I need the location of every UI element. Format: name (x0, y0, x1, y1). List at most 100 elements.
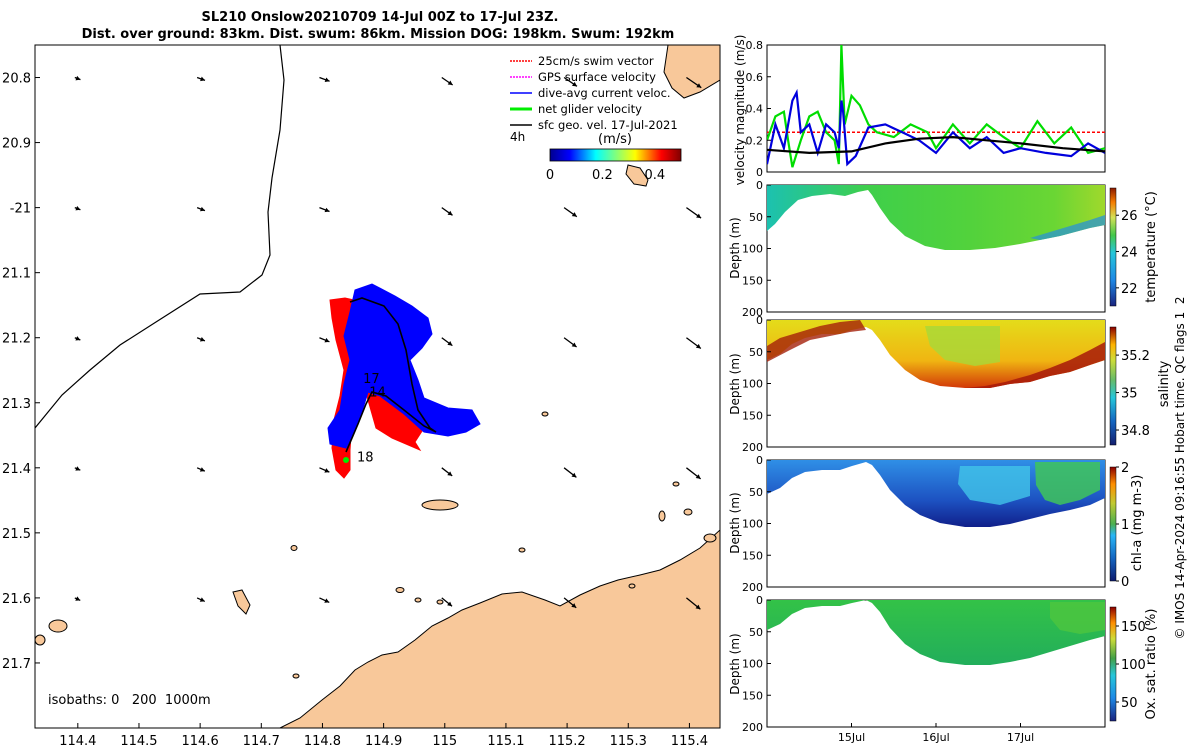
glider-track-blue (327, 283, 481, 449)
chla-colorbar (1109, 466, 1117, 582)
glider-track-black (345, 297, 437, 453)
geo-velocity-arrowhead (571, 342, 577, 348)
geo-velocity-arrowhead (324, 207, 330, 213)
geo-velocity-arrowhead (199, 597, 205, 602)
depth-tick-label: 150 (742, 409, 763, 422)
land-island-sw (232, 589, 251, 615)
depth-tick-label: 100 (742, 378, 763, 391)
colorbar-tick-label: 26 (1121, 209, 1138, 224)
coast-land (279, 529, 720, 728)
salinity-high-band (965, 342, 1105, 388)
depth-tick-label: 150 (742, 549, 763, 562)
geo-velocity-arrowhead (324, 77, 330, 82)
chla-y-label: Depth (m) (728, 492, 742, 553)
colorbar-tick-label: 1 (1121, 518, 1129, 533)
map-y-tick-label: 21.5 (2, 527, 31, 542)
salinity-cbar-label: salinity (1157, 360, 1172, 407)
land-island-small-ne (625, 164, 649, 187)
map-y-axis: 20.8 20.9 -21 21.1 21.2 21.3 21.4 21.5 21.6 21.7 (2, 72, 40, 672)
geo-velocity-arrowhead (75, 596, 81, 601)
day-label: 14 (369, 385, 386, 400)
depth-tick-label: 100 (742, 518, 763, 531)
geo-velocity-arrowhead (571, 81, 577, 87)
geo-velocity-arrowhead (447, 601, 453, 607)
velocity-y-tick-label: 0.8 (746, 39, 764, 52)
salinity-surface-high (767, 320, 866, 362)
colorbar-tick-label: 150 (1121, 620, 1146, 635)
geo-velocity-arrowhead (324, 468, 330, 473)
temperature-colorbar (1109, 187, 1117, 307)
legend-label-net-glider: net glider velocity (538, 102, 642, 116)
geo-velocity-arrowhead (571, 472, 577, 478)
depth-tick-label: 200 (742, 441, 763, 454)
map-x-tick-label: 115.2 (548, 734, 585, 749)
map-x-tick-label: 115.1 (487, 734, 524, 749)
velocity-panel: 0 0.2 0.4 0.6 0.8 velocity magnitude (m/s) (733, 35, 1106, 185)
depth-tick-label: 0 (756, 594, 763, 607)
depth-tick-label: 50 (749, 346, 763, 359)
geo-velocity-arrowhead (571, 212, 577, 217)
map-x-tick-label: 115 (432, 734, 457, 749)
imos-credit-note: © IMOS 14-Apr-2024 09:16:55 Hobart time.… (1173, 297, 1187, 640)
salinity-section (767, 320, 1105, 388)
isobath-note: isobaths: 0 200 1000m (48, 693, 211, 708)
salinity-y-label: Depth (m) (728, 353, 742, 414)
legend-time-label: 4h (510, 130, 525, 144)
day-label: 18 (357, 450, 374, 465)
chla-y-axis: 0 50 100 150 200 (742, 454, 771, 594)
velocity-y-tick-label: 0.4 (746, 103, 764, 116)
map-y-tick-label: 21.6 (2, 592, 31, 607)
coastline-isobath (35, 45, 285, 429)
colorbar-tick-label: 35 (1121, 387, 1138, 402)
geo-velocity-arrowhead (447, 80, 453, 85)
salinity-low-patch (925, 326, 1000, 366)
temperature-section (767, 185, 1105, 250)
salinity-panel: 35.2 35 34.8 0 50 100 150 200 Depth (m) salini… (728, 314, 1172, 454)
geo-velocity-arrowhead (75, 205, 81, 211)
land-islet (414, 597, 422, 603)
land-islet (628, 583, 636, 589)
time-tick-label: 15Jul (838, 731, 865, 744)
map-frame (34, 44, 721, 729)
land-islet (703, 533, 717, 543)
depth-tick-label: 100 (742, 658, 763, 671)
map-y-tick-label: -21 (10, 202, 31, 217)
map-x-axis: 114.4 114.5 114.6 114.7 114.8 114.9 115 115.1 11… (59, 723, 708, 749)
day-label: 17 (363, 372, 380, 387)
land-island-w (48, 619, 68, 633)
map-grid-arrows (74, 75, 702, 610)
depth-tick-label: 150 (742, 274, 763, 287)
geo-velocity-arrowhead (75, 336, 81, 341)
glider-current-position (343, 457, 349, 463)
speed-colorbar-ticks: 0 0.2 0.4 (546, 168, 665, 183)
land-islet (541, 411, 549, 417)
depth-tick-label: 50 (749, 626, 763, 639)
depth-tick-label: 200 (742, 721, 763, 734)
velocity-y-tick-label: 0 (756, 166, 763, 179)
map-x-tick-label: 114.9 (365, 734, 402, 749)
map-x-tick-label: 114.7 (243, 734, 280, 749)
colorbar-tick-label: 24 (1121, 246, 1138, 261)
chla-panel: 2 1 0 0 50 100 150 200 Depth (m) chl-a (mg m-3… (728, 454, 1145, 594)
map-y-tick-label: 20.9 (2, 137, 31, 152)
land-islet (658, 510, 666, 522)
geo-velocity-arrowhead (571, 603, 577, 608)
velocity-series-line (767, 88, 1105, 167)
map-x-tick-label: 114.6 (182, 734, 219, 749)
land-islet (290, 545, 298, 551)
geo-velocity-arrowhead (200, 206, 205, 212)
chla-cyan-patch (958, 466, 1030, 505)
land-islet (672, 481, 680, 487)
time-x-axis: 15Jul 16Jul 17Jul (838, 723, 1034, 744)
salinity-colorbar-ticks: 35.2 35 34.8 (1116, 349, 1150, 439)
map-x-tick-label: 114.8 (304, 734, 341, 749)
map-x-tick-label: 114.4 (59, 734, 96, 749)
map-y-tick-label: 21.3 (2, 397, 31, 412)
depth-tick-label: 50 (749, 211, 763, 224)
land-island-mid (421, 499, 459, 511)
geo-velocity-arrowhead (324, 337, 330, 343)
speed-colorbar (549, 148, 682, 162)
speed-colorbar-tick-label: 0.4 (644, 168, 665, 183)
land-island-ne (663, 45, 720, 99)
colorbar-tick-label: 34.8 (1121, 424, 1150, 439)
